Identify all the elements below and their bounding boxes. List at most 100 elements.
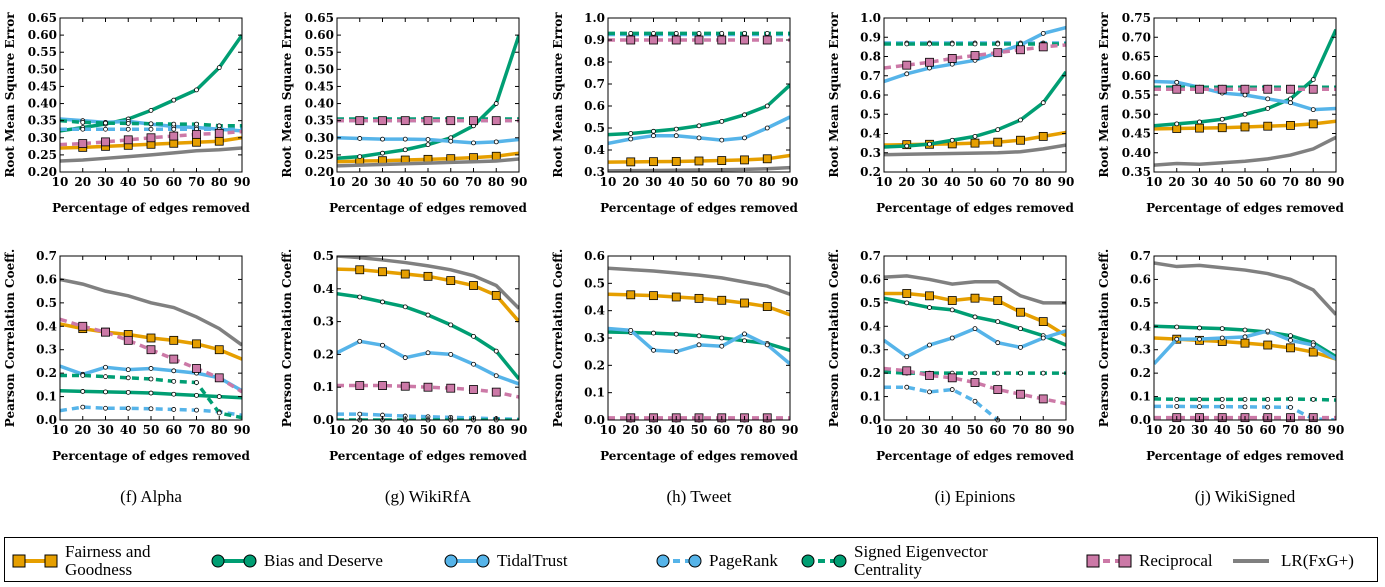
axes-frame xyxy=(336,17,520,173)
y-tick-label: 0.3 xyxy=(584,331,605,345)
data-point xyxy=(1018,326,1023,332)
x-tick-label: 60 xyxy=(713,175,730,189)
series-se xyxy=(1154,396,1336,402)
data-point xyxy=(1265,96,1271,102)
data-point xyxy=(423,271,433,281)
chart-panel-wikirfa-pcc: 0.0 0.1 0.2 0.3 0.4 0.5 10 20 30 40 50 60 70 80 90 Perc… xyxy=(280,249,528,463)
data-point xyxy=(80,389,86,394)
data-point xyxy=(904,143,910,149)
data-point xyxy=(1040,31,1046,36)
data-point xyxy=(972,326,978,332)
y-tick-label: 0.60 xyxy=(1122,69,1151,83)
x-tick-label: 60 xyxy=(989,423,1006,437)
y-tick-label: 0.35 xyxy=(28,114,57,128)
y-tick-label: 0.65 xyxy=(305,11,334,25)
x-tick-label: 90 xyxy=(782,175,799,189)
data-point xyxy=(949,335,955,341)
x-tick-label: 90 xyxy=(782,423,799,437)
data-point xyxy=(357,154,363,160)
x-axis-label: Percentage of edges removed xyxy=(600,201,798,215)
x-tick-label: 10 xyxy=(600,175,617,189)
x-tick-label: 20 xyxy=(74,175,91,189)
data-point xyxy=(402,136,408,142)
x-tick-label: 70 xyxy=(465,423,482,437)
data-point xyxy=(1197,396,1202,402)
data-point xyxy=(357,294,363,300)
data-point xyxy=(1016,45,1025,55)
series-lr xyxy=(337,256,519,310)
legend-item-tt: TidalTrust xyxy=(443,538,568,583)
series-fg xyxy=(337,265,519,323)
y-tick-label: 0.3 xyxy=(860,146,881,160)
data-point xyxy=(1308,347,1318,357)
y-tick-label: 0.4 xyxy=(36,319,57,333)
series-fg xyxy=(1154,119,1336,133)
series-line-lr xyxy=(337,256,519,310)
data-point xyxy=(626,290,636,300)
series-rc xyxy=(1154,84,1336,94)
legend-swatch-tt xyxy=(444,554,490,567)
x-axis-label: Percentage of edges removed xyxy=(600,449,798,463)
x-tick-label: 20 xyxy=(351,423,368,437)
x-tick-label: 60 xyxy=(1259,423,1276,437)
series-line-rc xyxy=(884,366,1066,406)
data-point xyxy=(146,333,156,343)
data-point xyxy=(1308,119,1318,129)
data-point xyxy=(194,380,199,385)
series-line-lr xyxy=(60,146,242,163)
data-point xyxy=(471,361,476,367)
series-tt xyxy=(608,115,790,146)
data-point xyxy=(651,330,656,336)
data-point xyxy=(696,135,702,141)
data-point xyxy=(1310,107,1316,113)
data-point xyxy=(400,269,410,279)
data-point xyxy=(125,375,131,381)
series-line-lr xyxy=(1154,135,1336,167)
data-point xyxy=(1016,389,1025,399)
chart-panel-alpha-pcc: 0.0 0.1 0.2 0.3 0.4 0.5 0.6 0.7 10 20 30 40 50 60 70 80… xyxy=(3,249,251,463)
y-tick-label: 0.5 xyxy=(584,276,605,290)
x-axis-label: Percentage of edges removed xyxy=(52,201,250,215)
data-point xyxy=(194,407,199,413)
data-point xyxy=(649,157,658,167)
x-tick-label: 70 xyxy=(1282,423,1299,437)
series-bd xyxy=(608,83,790,137)
data-point xyxy=(1219,335,1225,341)
data-point xyxy=(1018,117,1023,123)
series-line-se xyxy=(60,373,242,420)
data-point xyxy=(446,383,456,393)
y-tick-label: 0.50 xyxy=(1122,107,1151,121)
data-point xyxy=(1308,84,1318,94)
data-point xyxy=(1219,116,1225,122)
series-bd xyxy=(60,34,242,133)
data-point xyxy=(651,31,656,36)
series-tt xyxy=(337,136,519,146)
data-point xyxy=(378,267,387,277)
x-tick-label: 50 xyxy=(967,175,984,189)
data-point xyxy=(171,368,177,374)
chart-panel-epinions-rmse: 0.2 0.3 0.4 0.5 0.6 0.7 0.8 0.9 1.0 10 20 30 40 50 60 7… xyxy=(827,11,1075,215)
series-line-pr xyxy=(884,385,999,420)
data-point xyxy=(628,31,634,36)
data-point xyxy=(1265,404,1271,410)
x-tick-label: 70 xyxy=(188,175,205,189)
x-tick-label: 70 xyxy=(1012,423,1029,437)
series-line-bd xyxy=(337,291,519,381)
data-point xyxy=(1217,123,1227,133)
data-point xyxy=(216,394,222,399)
series-se xyxy=(60,373,242,420)
y-tick-label: 0.2 xyxy=(584,358,605,372)
data-point xyxy=(995,127,1001,133)
data-point xyxy=(628,136,634,142)
x-tick-label: 40 xyxy=(397,423,414,437)
y-tick-label: 0.55 xyxy=(1122,88,1151,102)
x-tick-label: 20 xyxy=(622,423,639,437)
series-rc xyxy=(337,381,519,399)
y-tick-label: 0.8 xyxy=(584,55,605,69)
y-tick-label: 0.60 xyxy=(28,28,57,42)
data-point xyxy=(927,141,932,147)
data-point xyxy=(719,335,725,341)
x-tick-label: 80 xyxy=(1035,175,1052,189)
x-tick-label: 20 xyxy=(1168,423,1185,437)
data-point xyxy=(423,382,433,392)
